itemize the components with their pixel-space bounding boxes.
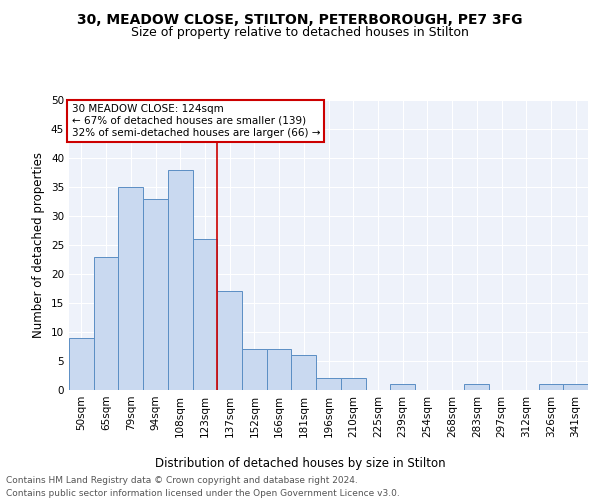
Bar [168, 170, 193, 390]
Bar [539, 384, 563, 390]
Text: Size of property relative to detached houses in Stilton: Size of property relative to detached ho… [131, 26, 469, 39]
Bar [316, 378, 341, 390]
Bar [217, 292, 242, 390]
Bar [242, 350, 267, 390]
Bar [118, 187, 143, 390]
Text: Contains public sector information licensed under the Open Government Licence v3: Contains public sector information licen… [6, 489, 400, 498]
Text: Contains HM Land Registry data © Crown copyright and database right 2024.: Contains HM Land Registry data © Crown c… [6, 476, 358, 485]
Bar [143, 198, 168, 390]
Bar [563, 384, 588, 390]
Y-axis label: Number of detached properties: Number of detached properties [32, 152, 46, 338]
Bar [341, 378, 365, 390]
Text: 30 MEADOW CLOSE: 124sqm
← 67% of detached houses are smaller (139)
32% of semi-d: 30 MEADOW CLOSE: 124sqm ← 67% of detache… [71, 104, 320, 138]
Bar [193, 239, 217, 390]
Bar [69, 338, 94, 390]
Bar [464, 384, 489, 390]
Bar [390, 384, 415, 390]
Text: Distribution of detached houses by size in Stilton: Distribution of detached houses by size … [155, 458, 445, 470]
Text: 30, MEADOW CLOSE, STILTON, PETERBOROUGH, PE7 3FG: 30, MEADOW CLOSE, STILTON, PETERBOROUGH,… [77, 12, 523, 26]
Bar [94, 256, 118, 390]
Bar [292, 355, 316, 390]
Bar [267, 350, 292, 390]
